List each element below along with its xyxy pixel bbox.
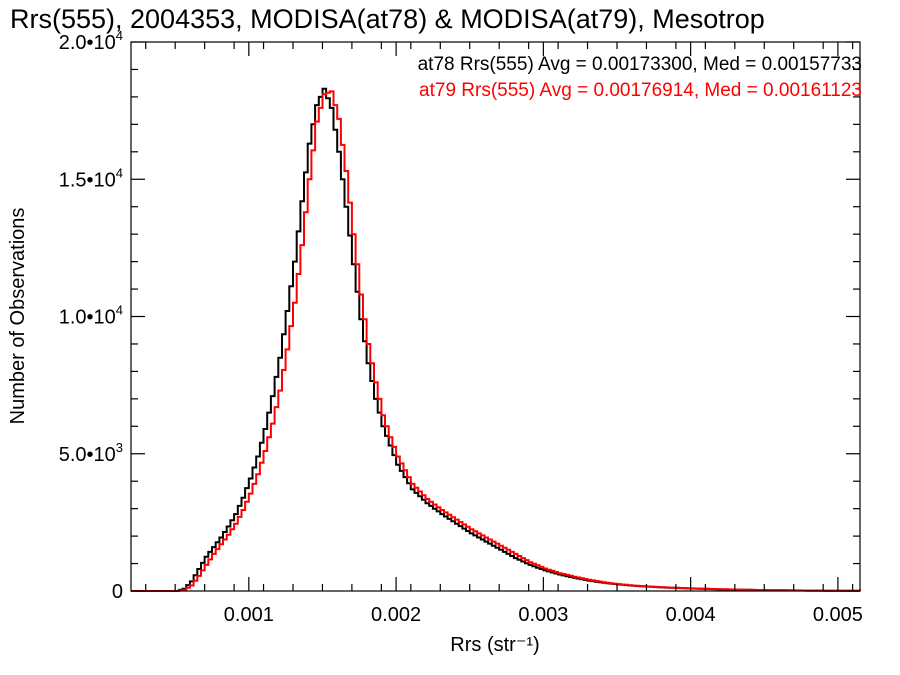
y-tick-label: 2.0•104: [59, 28, 123, 54]
y-tick-label: 1.5•104: [59, 165, 123, 191]
x-tick-label: 0.002: [371, 604, 421, 626]
x-tick-label: 0.003: [518, 604, 568, 626]
series-line-at79: [131, 90, 861, 592]
x-tick-label: 0.001: [224, 604, 274, 626]
y-tick-label: 1.0•104: [59, 303, 123, 329]
ticks-layer: 0.001 0.002 0.003 0.004 0.005 0 5.0•103 1.0•104…: [59, 28, 863, 626]
x-tick-label: 0.004: [666, 604, 716, 626]
y-axis-label: Number of Observations: [7, 208, 29, 425]
x-axis-label: Rrs (str⁻¹): [450, 634, 539, 656]
series-layer: [131, 87, 861, 592]
series-line-at78: [131, 87, 861, 592]
chart-title: Rrs(555), 2004353, MODISA(at78) & MODISA…: [10, 4, 765, 34]
x-tick-label: 0.005: [813, 604, 863, 626]
legend-at78-stats: at78 Rrs(555) Avg = 0.00173300, Med = 0.…: [418, 54, 862, 75]
y-tick-label: 0: [112, 581, 123, 603]
y-tick-label: 5.0•103: [59, 440, 123, 466]
plot-frame: [130, 41, 861, 592]
legend-at79-stats: at79 Rrs(555) Avg = 0.00176914, Med = 0.…: [419, 80, 862, 101]
